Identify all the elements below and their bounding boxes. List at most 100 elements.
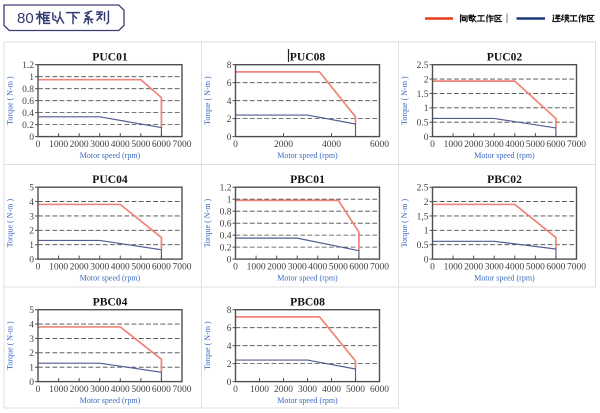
svg-text:1,5: 1,5 [417,212,429,222]
svg-text:1: 1 [29,73,34,83]
svg-text:8: 8 [227,61,232,71]
svg-text:3000: 3000 [288,263,307,273]
svg-text:1: 1 [424,227,429,237]
svg-text:0: 0 [29,133,34,143]
svg-text:6000: 6000 [370,385,389,395]
svg-text:0: 0 [36,140,41,150]
svg-text:2: 2 [227,360,232,370]
svg-text:0: 0 [227,133,232,143]
svg-text:PUC02: PUC02 [487,50,523,63]
svg-text:4000: 4000 [505,263,524,273]
svg-text:2: 2 [227,115,232,125]
svg-text:Torque ( N-m ): Torque ( N-m ) [400,76,409,125]
svg-text:4000: 4000 [322,140,341,150]
svg-text:0: 0 [227,378,232,388]
svg-text:Torque ( N-m ): Torque ( N-m ) [203,76,212,125]
svg-text:5000: 5000 [526,140,545,150]
svg-text:0: 0 [233,263,238,273]
svg-text:PUC08: PUC08 [290,50,326,63]
svg-text:0: 0 [227,256,232,266]
svg-text:6000: 6000 [349,263,368,273]
svg-text:3000: 3000 [90,140,109,150]
svg-text:7000: 7000 [173,263,192,273]
svg-text:5000: 5000 [131,140,150,150]
svg-text:2: 2 [424,75,429,85]
svg-text:4: 4 [227,342,232,352]
svg-text:Torque ( N-m ): Torque ( N-m ) [400,199,409,248]
svg-text:1: 1 [29,241,34,251]
svg-text:2000: 2000 [464,263,483,273]
svg-text:7000: 7000 [173,385,192,395]
svg-text:4: 4 [29,198,34,208]
svg-text:3000: 3000 [90,263,109,273]
svg-text:5000: 5000 [131,385,150,395]
svg-text:2: 2 [424,198,429,208]
svg-text:3000: 3000 [298,385,317,395]
svg-text:6000: 6000 [152,140,171,150]
svg-text:PUC01: PUC01 [92,50,128,63]
svg-text:0: 0 [233,140,238,150]
svg-text:6: 6 [227,79,232,89]
svg-text:4: 4 [29,320,34,330]
svg-text:7000: 7000 [567,263,586,273]
svg-text:5: 5 [29,306,34,316]
svg-text:0.8: 0.8 [22,85,34,95]
svg-text:0.5: 0.5 [417,241,429,251]
svg-text:Motor speed (rpm): Motor speed (rpm) [80,396,141,405]
svg-text:Motor speed (rpm): Motor speed (rpm) [80,274,141,283]
svg-text:6000: 6000 [546,263,565,273]
svg-text:0: 0 [424,256,429,266]
svg-text:0: 0 [430,263,435,273]
svg-text:0: 0 [29,256,34,266]
svg-text:3000: 3000 [485,263,504,273]
svg-text:3000: 3000 [485,140,504,150]
svg-text:PBC02: PBC02 [487,173,522,186]
svg-text:Motor speed (rpm): Motor speed (rpm) [277,396,338,405]
svg-text:8: 8 [227,306,232,316]
svg-text:0: 0 [36,263,41,273]
svg-text:Torque ( N-m ): Torque ( N-m ) [6,199,15,248]
svg-text:1000: 1000 [444,263,463,273]
svg-text:Motor speed (rpm): Motor speed (rpm) [80,151,141,160]
svg-text:0.6: 0.6 [22,97,34,107]
svg-text:Torque ( N-m ): Torque ( N-m ) [6,321,15,370]
svg-text:2000: 2000 [267,263,286,273]
svg-text:3: 3 [29,212,34,222]
svg-text:0.2: 0.2 [220,244,232,254]
svg-text:PBC08: PBC08 [290,295,325,308]
svg-text:4000: 4000 [111,385,130,395]
svg-text:2000: 2000 [274,385,293,395]
svg-text:Motor speed (rpm): Motor speed (rpm) [277,274,338,283]
svg-text:6000: 6000 [152,263,171,273]
svg-text:Motor speed (rpm): Motor speed (rpm) [474,151,535,160]
svg-text:0.4: 0.4 [220,232,232,242]
svg-text:Torque ( N-m ): Torque ( N-m ) [6,76,15,125]
svg-text:0.8: 0.8 [220,208,232,218]
svg-text:1000: 1000 [444,140,463,150]
svg-text:7000: 7000 [567,140,586,150]
svg-text:1000: 1000 [49,140,68,150]
svg-text:5000: 5000 [346,385,365,395]
svg-text:80: 80 [17,10,34,27]
svg-text:4000: 4000 [111,263,130,273]
svg-text:Motor speed (rpm): Motor speed (rpm) [277,151,338,160]
svg-text:PUC04: PUC04 [92,173,128,186]
svg-text:Torque ( N-m ): Torque ( N-m ) [203,321,212,370]
svg-text:1: 1 [29,364,34,374]
svg-text:0.5: 0.5 [417,119,429,129]
svg-text:2: 2 [29,227,34,237]
svg-text:6000: 6000 [152,385,171,395]
svg-text:1000: 1000 [49,385,68,395]
svg-text:0: 0 [430,140,435,150]
svg-text:2000: 2000 [464,140,483,150]
svg-text:4000: 4000 [505,140,524,150]
svg-text:5000: 5000 [329,263,348,273]
svg-text:4: 4 [227,97,232,107]
svg-text:0: 0 [424,133,429,143]
svg-text:2.5: 2.5 [417,61,429,71]
svg-text:PBC01: PBC01 [290,173,325,186]
svg-text:5: 5 [29,184,34,194]
svg-text:1000: 1000 [49,263,68,273]
svg-text:0.4: 0.4 [22,109,34,119]
svg-text:0.2: 0.2 [22,121,34,131]
